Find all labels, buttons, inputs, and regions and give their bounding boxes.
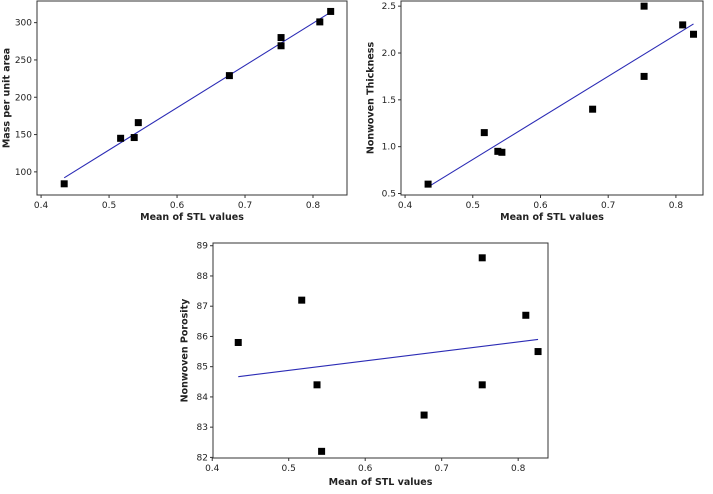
data-point <box>480 129 488 137</box>
x-tick-label: 0.6 <box>533 201 548 211</box>
y-tick-label: 89 <box>197 242 209 252</box>
data-point <box>640 72 648 80</box>
data-point <box>134 119 142 127</box>
chart-3: 0.4 0.5 0.6 0.7 0.8 82 83 84 85 86 87 88 89 Mean of S… <box>179 242 549 488</box>
data-point <box>327 7 335 15</box>
x-tick-label: 0.5 <box>282 464 296 474</box>
y-axis-title: Mass per unit area <box>1 48 12 148</box>
data-point <box>234 338 242 346</box>
data-point <box>277 42 285 50</box>
x-tick-label: 0.5 <box>466 201 480 211</box>
data-point <box>534 348 542 356</box>
y-tick-label: 100 <box>15 168 32 178</box>
y-tick-label: 1.0 <box>382 143 397 153</box>
data-point <box>424 180 432 188</box>
x-tick-label: 0.5 <box>102 201 116 211</box>
data-point <box>225 72 233 80</box>
x-tick-label: 0.7 <box>238 201 252 211</box>
data-point <box>298 296 306 304</box>
plot-frame <box>400 0 704 196</box>
y-tick-label: 2.5 <box>382 2 396 12</box>
x-tick-label: 0.4 <box>34 201 49 211</box>
data-point <box>117 134 125 142</box>
x-axis-title: Mean of STL values <box>329 477 433 488</box>
y-tick-label: 82 <box>197 453 208 463</box>
data-point <box>478 381 486 389</box>
y-tick-label: 150 <box>15 131 32 141</box>
x-tick-label: 0.4 <box>205 464 220 474</box>
data-point <box>130 134 138 142</box>
data-point <box>313 381 321 389</box>
x-tick-label: 0.6 <box>358 464 373 474</box>
x-axis-title: Mean of STL values <box>500 212 604 223</box>
y-tick-label: 86 <box>197 332 209 342</box>
x-tick-label: 0.7 <box>601 201 615 211</box>
y-tick-label: 2.0 <box>382 49 397 59</box>
y-tick-label: 250 <box>15 56 32 66</box>
data-point <box>679 21 687 29</box>
y-tick-label: 85 <box>197 363 208 373</box>
y-tick-label: 87 <box>197 302 208 312</box>
data-point <box>498 148 506 156</box>
regression-line <box>238 338 539 378</box>
x-axis-title: Mean of STL values <box>140 212 244 223</box>
plot-frame <box>36 0 348 196</box>
x-tick-label: 0.7 <box>435 464 449 474</box>
y-tick-label: 88 <box>197 272 209 282</box>
y-tick-label: 300 <box>15 19 32 29</box>
data-point <box>690 30 698 38</box>
data-point <box>316 18 324 26</box>
y-tick-label: 84 <box>197 393 209 403</box>
y-axis-title: Nonwoven Porosity <box>179 298 190 402</box>
data-point <box>478 254 486 262</box>
x-tick-label: 0.6 <box>170 201 185 211</box>
plot-frame <box>212 242 549 459</box>
data-point <box>640 2 648 10</box>
data-point <box>494 147 502 155</box>
x-tick-label: 0.8 <box>669 201 684 211</box>
data-point <box>277 34 285 42</box>
y-tick-label: 200 <box>15 93 32 103</box>
data-point <box>318 447 326 455</box>
data-point <box>589 105 597 113</box>
y-axis-title: Nonwoven Thickness <box>365 42 376 155</box>
y-tick-label: 83 <box>197 423 208 433</box>
regression-line <box>427 23 694 188</box>
data-point <box>420 411 428 419</box>
chart-1: 0.4 0.5 0.6 0.7 0.8 100 150 200 250 300 Mean of ST… <box>1 0 348 223</box>
x-tick-label: 0.8 <box>511 464 526 474</box>
y-tick-label: 0.5 <box>382 190 396 200</box>
x-tick-label: 0.8 <box>306 201 321 211</box>
y-tick-label: 1.5 <box>382 96 396 106</box>
regression-line <box>63 11 331 179</box>
data-point <box>60 180 68 188</box>
x-tick-label: 0.4 <box>398 201 413 211</box>
data-point <box>522 311 530 319</box>
